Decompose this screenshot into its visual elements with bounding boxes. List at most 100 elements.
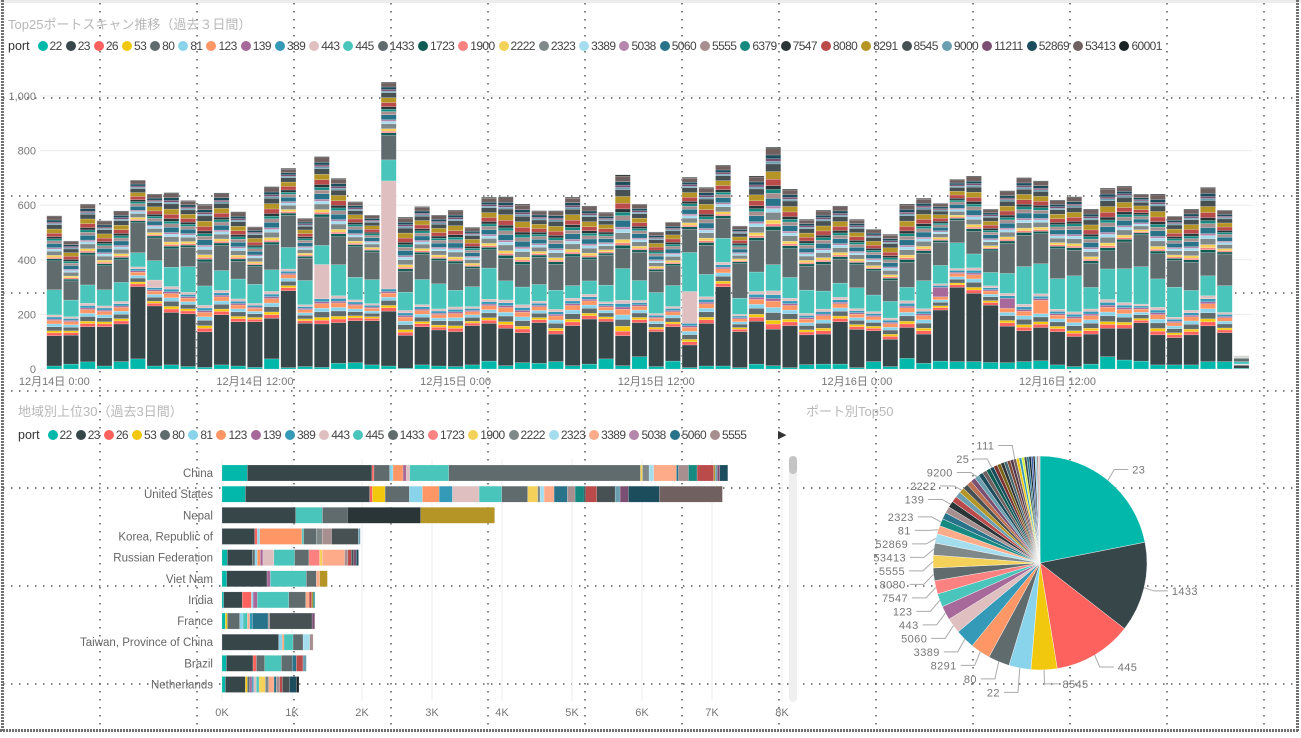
- column-segment-port-2323[interactable]: [531, 246, 547, 252]
- column-segment-port-8291[interactable]: [1049, 214, 1066, 219]
- column-segment-port-2222[interactable]: [1049, 242, 1066, 246]
- column-segment-port-7547[interactable]: [163, 218, 180, 222]
- column-segment-port-1723[interactable]: [732, 261, 748, 264]
- legend-item-5038[interactable]: 5038: [629, 428, 666, 442]
- column-segment-port-2222[interactable]: [130, 217, 146, 220]
- column-segment-port-8291[interactable]: [681, 192, 698, 198]
- bar-segment-port-5555[interactable]: [309, 634, 314, 651]
- column-segment-port-389[interactable]: [79, 305, 96, 309]
- column-segment-port-5060[interactable]: [531, 239, 547, 244]
- column-segment-port-22[interactable]: [1099, 356, 1116, 370]
- column-segment-port-1900[interactable]: [397, 267, 414, 270]
- column-segment-port-5555[interactable]: [247, 248, 263, 252]
- column-segment-port-8291[interactable]: [564, 214, 581, 221]
- column-segment-port-1723[interactable]: [113, 257, 129, 260]
- bar-segment-port-139[interactable]: [252, 591, 258, 609]
- column-segment-port-1433[interactable]: [180, 247, 196, 267]
- column-segment-port-53413[interactable]: [163, 193, 180, 199]
- column-segment-port-5038[interactable]: [598, 242, 614, 245]
- bar-segment-port-2323[interactable]: [302, 634, 310, 651]
- column-segment-port-123[interactable]: [1033, 300, 1049, 314]
- column-segment-port-389[interactable]: [1133, 305, 1149, 309]
- column-segment-port-445[interactable]: [130, 252, 146, 268]
- column-segment-port-52869[interactable]: [849, 223, 865, 226]
- bar-segment-port-81[interactable]: [409, 485, 423, 503]
- column-segment-port-2222[interactable]: [63, 275, 79, 279]
- bar-segment-port-8545[interactable]: [282, 676, 290, 693]
- column-segment-port-1723[interactable]: [230, 258, 246, 262]
- column-segment-port-445[interactable]: [715, 238, 731, 263]
- column-segment-port-26[interactable]: [96, 323, 113, 327]
- column-segment-port-123[interactable]: [46, 320, 63, 325]
- column-segment-port-5060[interactable]: [648, 255, 664, 260]
- bar-segment-port-6379[interactable]: [688, 464, 698, 482]
- column-segment-port-1433[interactable]: [564, 256, 581, 286]
- column-segment-port-8545[interactable]: [397, 227, 414, 234]
- column-segment-port-1900[interactable]: [464, 265, 481, 267]
- column-segment-port-8291[interactable]: [865, 241, 882, 246]
- time-column[interactable]: [1133, 193, 1149, 370]
- column-segment-port-9000[interactable]: [782, 198, 798, 202]
- column-segment-port-5555[interactable]: [681, 205, 698, 210]
- column-segment-port-80[interactable]: [882, 329, 899, 335]
- column-segment-port-445[interactable]: [932, 265, 949, 284]
- column-segment-port-5038[interactable]: [949, 208, 965, 210]
- column-segment-port-1900[interactable]: [648, 267, 664, 270]
- column-segment-port-80[interactable]: [798, 325, 815, 331]
- column-segment-port-445[interactable]: [314, 245, 330, 265]
- column-segment-port-5060[interactable]: [1166, 243, 1183, 248]
- column-segment-port-8291[interactable]: [648, 243, 664, 248]
- column-segment-port-52869[interactable]: [748, 181, 765, 186]
- column-segment-port-11211[interactable]: [531, 216, 547, 219]
- column-segment-port-123[interactable]: [999, 308, 1016, 313]
- column-segment-port-123[interactable]: [213, 296, 230, 302]
- column-segment-port-8291[interactable]: [531, 224, 547, 229]
- column-segment-port-445[interactable]: [1216, 285, 1233, 313]
- column-segment-port-5038[interactable]: [1083, 247, 1099, 250]
- column-segment-port-1723[interactable]: [748, 237, 765, 241]
- column-segment-port-8545[interactable]: [79, 214, 96, 220]
- column-segment-port-5555[interactable]: [1183, 238, 1200, 242]
- column-segment-port-123[interactable]: [564, 305, 581, 311]
- column-segment-port-6379[interactable]: [330, 207, 347, 211]
- column-segment-port-81[interactable]: [414, 314, 430, 318]
- column-segment-port-5555[interactable]: [932, 224, 949, 228]
- country-bar[interactable]: [221, 549, 359, 566]
- column-segment-port-6379[interactable]: [247, 246, 263, 249]
- column-segment-port-9000[interactable]: [765, 161, 782, 165]
- column-segment-port-1900[interactable]: [1200, 247, 1216, 250]
- column-segment-port-3389[interactable]: [96, 253, 113, 257]
- column-segment-port-53[interactable]: [665, 321, 681, 325]
- column-segment-port-139[interactable]: [631, 304, 648, 307]
- time-column[interactable]: [280, 168, 297, 370]
- column-segment-port-443[interactable]: [213, 290, 230, 294]
- column-segment-port-123[interactable]: [899, 307, 915, 313]
- column-segment-port-139[interactable]: [514, 310, 531, 313]
- bar-segment-port-3389[interactable]: [305, 591, 310, 609]
- column-segment-port-5038[interactable]: [698, 228, 715, 231]
- column-segment-port-3389[interactable]: [531, 244, 547, 248]
- column-segment-port-22[interactable]: [782, 367, 798, 370]
- column-segment-port-5555[interactable]: [63, 262, 79, 266]
- column-segment-port-445[interactable]: [564, 285, 581, 299]
- column-segment-port-445[interactable]: [213, 270, 230, 291]
- column-segment-port-9000[interactable]: [548, 219, 564, 222]
- column-segment-port-1723[interactable]: [263, 241, 280, 245]
- column-segment-port-445[interactable]: [732, 297, 748, 315]
- column-segment-port-2323[interactable]: [832, 247, 848, 253]
- bar-segment-port-5555[interactable]: [276, 676, 280, 693]
- column-segment-port-123[interactable]: [832, 303, 848, 309]
- column-segment-port-6379[interactable]: [447, 237, 464, 240]
- column-segment-port-53[interactable]: [982, 300, 999, 303]
- column-segment-port-80[interactable]: [899, 315, 915, 322]
- column-segment-port-5038[interactable]: [380, 119, 397, 122]
- column-segment-port-123[interactable]: [1049, 314, 1066, 320]
- column-segment-port-80[interactable]: [564, 313, 581, 320]
- column-segment-port-1900[interactable]: [681, 225, 698, 228]
- column-segment-port-123[interactable]: [79, 309, 96, 314]
- column-segment-port-6379[interactable]: [899, 233, 915, 237]
- column-segment-port-23[interactable]: [146, 305, 163, 367]
- legend-item-8545[interactable]: 8545: [901, 39, 938, 53]
- column-segment-port-5555[interactable]: [966, 206, 982, 211]
- column-segment-port-8291[interactable]: [1200, 206, 1216, 213]
